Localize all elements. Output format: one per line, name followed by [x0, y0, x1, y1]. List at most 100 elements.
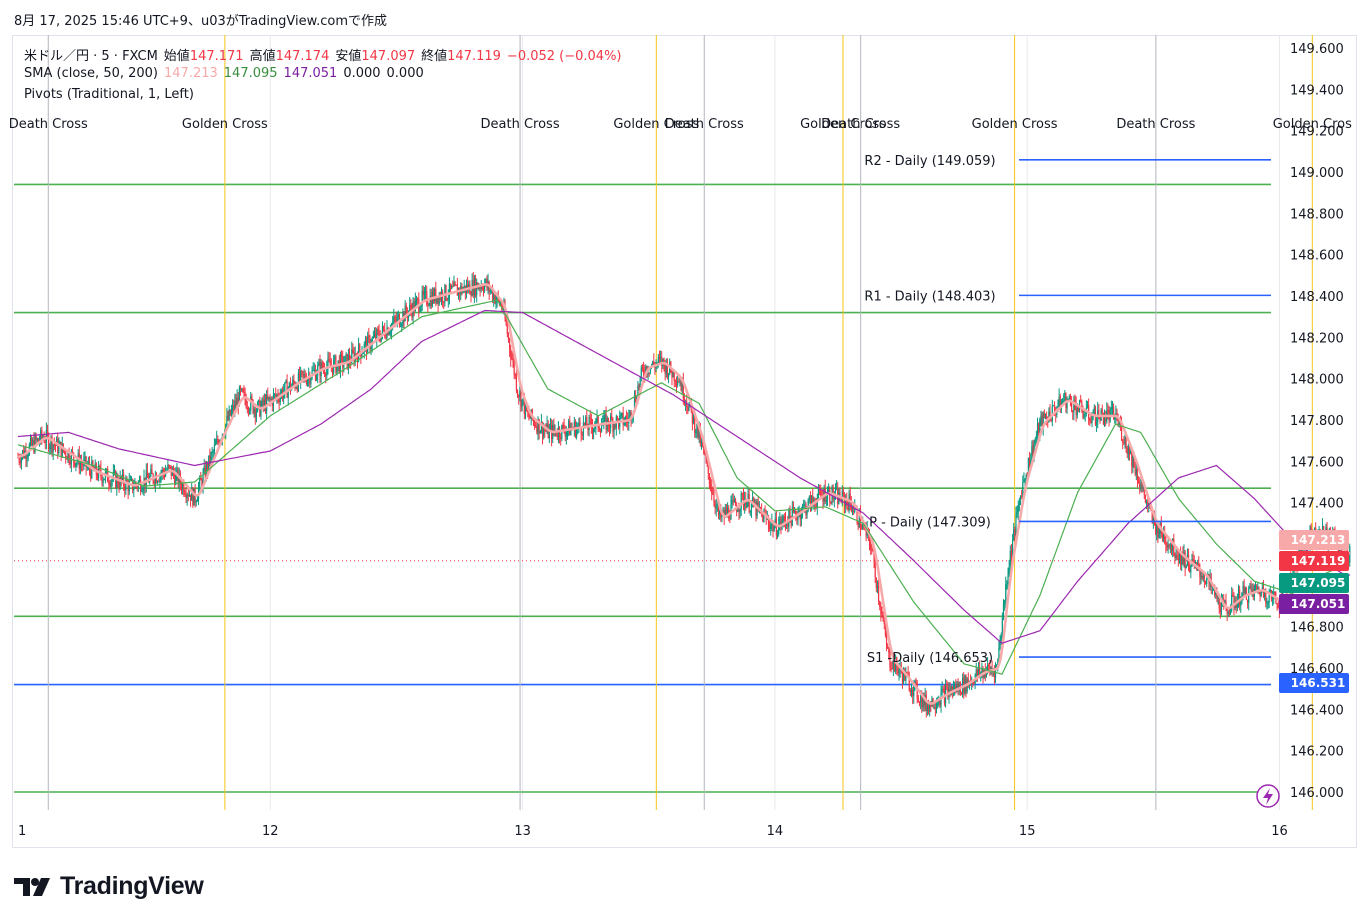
candle-body — [1267, 602, 1269, 604]
candle-body — [1135, 468, 1137, 475]
candle-body — [414, 300, 416, 311]
candle-body — [522, 398, 524, 400]
candle-body — [908, 675, 910, 691]
candle-body — [241, 388, 243, 391]
candle-body — [569, 420, 571, 436]
candle-body — [95, 463, 97, 475]
candle-body — [515, 374, 518, 391]
candle-body — [127, 482, 129, 492]
legend-pivots-name[interactable]: Pivots (Traditional, 1, Left) — [24, 87, 194, 102]
candle-body — [146, 470, 149, 478]
candle-body — [285, 380, 287, 383]
candle-body — [1095, 422, 1098, 425]
candle-body — [687, 407, 689, 411]
candle-body — [1220, 598, 1223, 612]
candle-body — [621, 412, 623, 414]
candle-body — [997, 660, 999, 666]
candle-body — [812, 495, 814, 502]
candle-body — [582, 422, 585, 436]
candle-body — [1105, 417, 1107, 422]
candle-body — [1204, 580, 1207, 585]
candle-body — [1013, 529, 1015, 541]
price-tag-label: 147.213 — [1291, 533, 1346, 547]
y-tick-label: 149.600 — [1290, 42, 1344, 57]
candle-body — [1125, 435, 1127, 448]
candle-body — [1114, 417, 1116, 420]
candle-body — [673, 370, 675, 382]
candle-body — [1224, 601, 1226, 603]
candle-body — [521, 399, 523, 407]
candle-body — [1251, 589, 1253, 591]
candle-body — [715, 505, 717, 509]
legend-symbol[interactable]: 米ドル／円 · 5 · FXCM — [24, 49, 158, 64]
candle-body — [142, 488, 144, 491]
legend-high-value: 147.174 — [275, 49, 330, 64]
candle-body — [527, 410, 529, 413]
chart-frame[interactable] — [12, 35, 1357, 848]
candle-body — [247, 408, 250, 412]
candle-body — [733, 499, 736, 502]
candle-body — [269, 396, 271, 400]
y-tick-label: 148.400 — [1290, 290, 1344, 305]
candle-body — [671, 371, 673, 378]
candle-body — [49, 446, 51, 450]
candle-body — [902, 669, 905, 683]
candle-body — [1107, 409, 1109, 413]
candle-body — [404, 305, 406, 322]
candle-body — [1025, 474, 1027, 480]
candle-body — [120, 476, 122, 481]
candle-body — [1242, 585, 1244, 593]
candle-body — [964, 675, 966, 693]
candle-body — [1011, 540, 1014, 558]
candle-body — [560, 437, 562, 439]
price-tag-label: 146.531 — [1291, 676, 1346, 690]
candle-body — [788, 509, 790, 528]
candle-body — [509, 338, 511, 350]
y-tick-label: 146.400 — [1290, 703, 1344, 718]
candle-body — [674, 381, 676, 383]
candle-body — [1141, 485, 1143, 488]
candle-body — [653, 361, 655, 365]
candle-body — [1015, 513, 1017, 536]
candle-body — [1064, 392, 1066, 401]
candle-body — [605, 414, 607, 431]
candle-body — [60, 442, 62, 457]
candle-body — [102, 479, 104, 483]
candle-body — [714, 502, 716, 509]
candle-body — [1144, 494, 1147, 503]
candle-body — [178, 473, 180, 485]
candle-body — [578, 421, 580, 426]
candle-body — [375, 333, 377, 341]
candle-body — [231, 405, 234, 411]
candle-body — [906, 672, 908, 674]
x-axis: 1 12 13 14 15 16 — [18, 824, 1288, 839]
tradingview-logo[interactable]: TradingView — [14, 872, 204, 901]
candle-body — [494, 294, 496, 304]
candle-body — [296, 386, 298, 391]
candle-body — [209, 455, 211, 465]
candle-body — [1166, 544, 1168, 548]
candle-body — [1168, 544, 1170, 547]
candle-body — [675, 382, 678, 385]
candle-body — [696, 423, 698, 433]
candle-body — [1098, 410, 1100, 419]
pivot-label: R1 - Daily (148.403) — [864, 289, 995, 304]
candle-body — [1231, 594, 1233, 611]
alert-icon[interactable] — [1256, 784, 1280, 808]
candle-body — [262, 398, 264, 406]
candle-body — [1274, 591, 1276, 597]
candle-body — [80, 462, 83, 465]
legend-close-value: 147.119 — [447, 49, 501, 64]
candle-body — [1047, 421, 1049, 423]
sma-layer — [17, 283, 1351, 705]
candle-body — [1058, 396, 1060, 406]
candle-body — [708, 473, 711, 485]
candle-body — [833, 496, 835, 500]
candle-body — [253, 408, 255, 413]
candle-body — [437, 298, 439, 305]
candle-body — [48, 434, 50, 450]
candle-body — [295, 386, 297, 389]
candle-body — [32, 440, 34, 446]
legend-sma-name[interactable]: SMA (close, 50, 200) — [24, 66, 159, 81]
